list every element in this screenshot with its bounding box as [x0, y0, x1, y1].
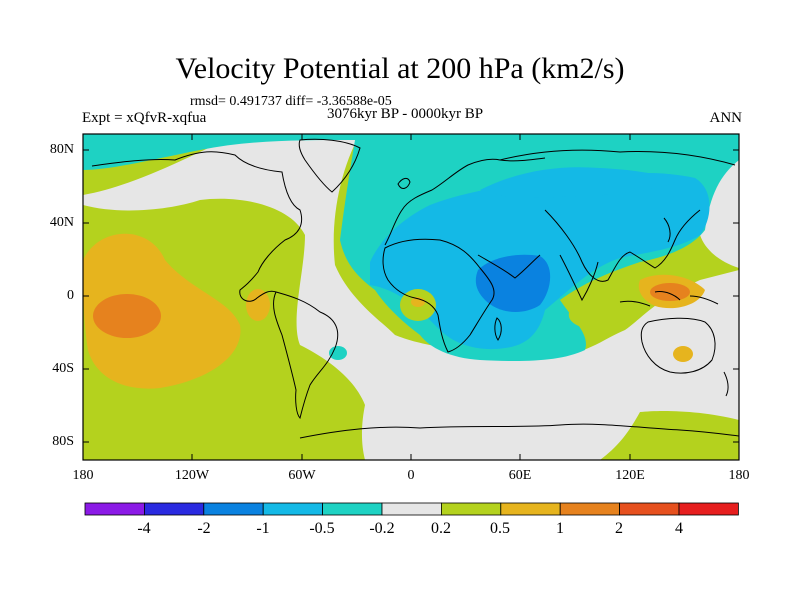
colorbar-label: 4: [675, 520, 683, 537]
coast-australia: [640, 317, 716, 374]
lon-label-0: 0: [407, 468, 415, 483]
lat-label-40n: 40N: [49, 215, 74, 230]
lon-label-120e: 120E: [615, 468, 645, 483]
coast-north-america: [91, 151, 303, 302]
colorbar-box: [678, 502, 739, 516]
colorbar-label: 0.5: [490, 520, 510, 537]
field-very-neg: [475, 254, 551, 312]
coast-greenland: [298, 138, 361, 193]
coast-africa: [382, 238, 495, 353]
lat-label-80s: 80S: [52, 434, 74, 449]
lat-label-0: 0: [67, 288, 74, 303]
colorbar-label: -1: [256, 520, 270, 537]
stats-text: rmsd= 0.491737 diff= -3.36588e-05: [190, 94, 392, 109]
lon-label-120w: 120W: [174, 468, 210, 483]
lon-label-180w: 180: [72, 468, 94, 483]
contour-field: [83, 134, 739, 460]
plot-title: Velocity Potential at 200 hPa (km2/s): [175, 52, 625, 85]
colorbar-label: 2: [615, 520, 623, 537]
field-neg-nw: [480, 167, 680, 198]
field-more-pos-maritime: [650, 283, 690, 301]
colorbar: [84, 502, 739, 516]
lon-label-60e: 60E: [508, 468, 532, 483]
coast-nz: [723, 371, 729, 397]
colorbar-box: [440, 502, 502, 516]
coast-antarctica: [299, 423, 739, 439]
colorbar-label: 1: [556, 520, 564, 537]
colorbar-box: [619, 502, 680, 516]
lat-label-80n: 80N: [49, 142, 74, 157]
colorbar-label: -0.2: [369, 520, 395, 537]
coast-europe: [384, 157, 546, 246]
field-more-pos-pacific: [93, 294, 161, 338]
coast-arabia: [477, 254, 541, 279]
field-neutral-atlantic: [83, 134, 739, 460]
season-label: ANN: [709, 110, 743, 126]
coast-south-america: [273, 291, 339, 419]
coast-japan: [663, 217, 671, 243]
colorbar-box: [262, 502, 324, 516]
field-pos-indian: [568, 291, 640, 329]
field-pos-central: [246, 289, 270, 321]
field-slightly-neg-blob: [329, 346, 347, 360]
lon-label-60w: 60W: [288, 468, 316, 483]
coast-uk: [397, 177, 411, 189]
coast-madagascar: [494, 317, 502, 341]
coastlines: [91, 138, 739, 439]
coast-asia: [499, 149, 736, 282]
lat-label-40s: 40S: [52, 361, 74, 376]
colorbar-box: [559, 502, 621, 516]
colorbar-box: [143, 502, 205, 516]
field-pos-australia: [673, 346, 693, 362]
colorbar-box: [381, 502, 442, 516]
colorbar-label: -0.5: [309, 520, 335, 537]
period-subtitle: 3076kyr BP - 0000kyr BP: [326, 106, 484, 122]
experiment-label: Expt = xQfvR-xqfua: [82, 110, 207, 126]
coast-indonesia: [619, 291, 719, 307]
field-neutral-northeast: [700, 160, 739, 268]
colorbar-label: -4: [137, 520, 151, 537]
colorbar-box: [203, 502, 264, 516]
colorbar-box: [500, 502, 561, 516]
axis-ticks: [82, 134, 740, 460]
colorbar-box: [84, 502, 145, 516]
colorbar-label: 0.2: [431, 520, 451, 537]
coast-india: [559, 254, 599, 302]
lon-label-180e: 180: [728, 468, 750, 483]
colorbar-box: [322, 502, 383, 516]
colorbar-label: -2: [197, 520, 211, 537]
field-pos-pacific: [83, 233, 241, 389]
